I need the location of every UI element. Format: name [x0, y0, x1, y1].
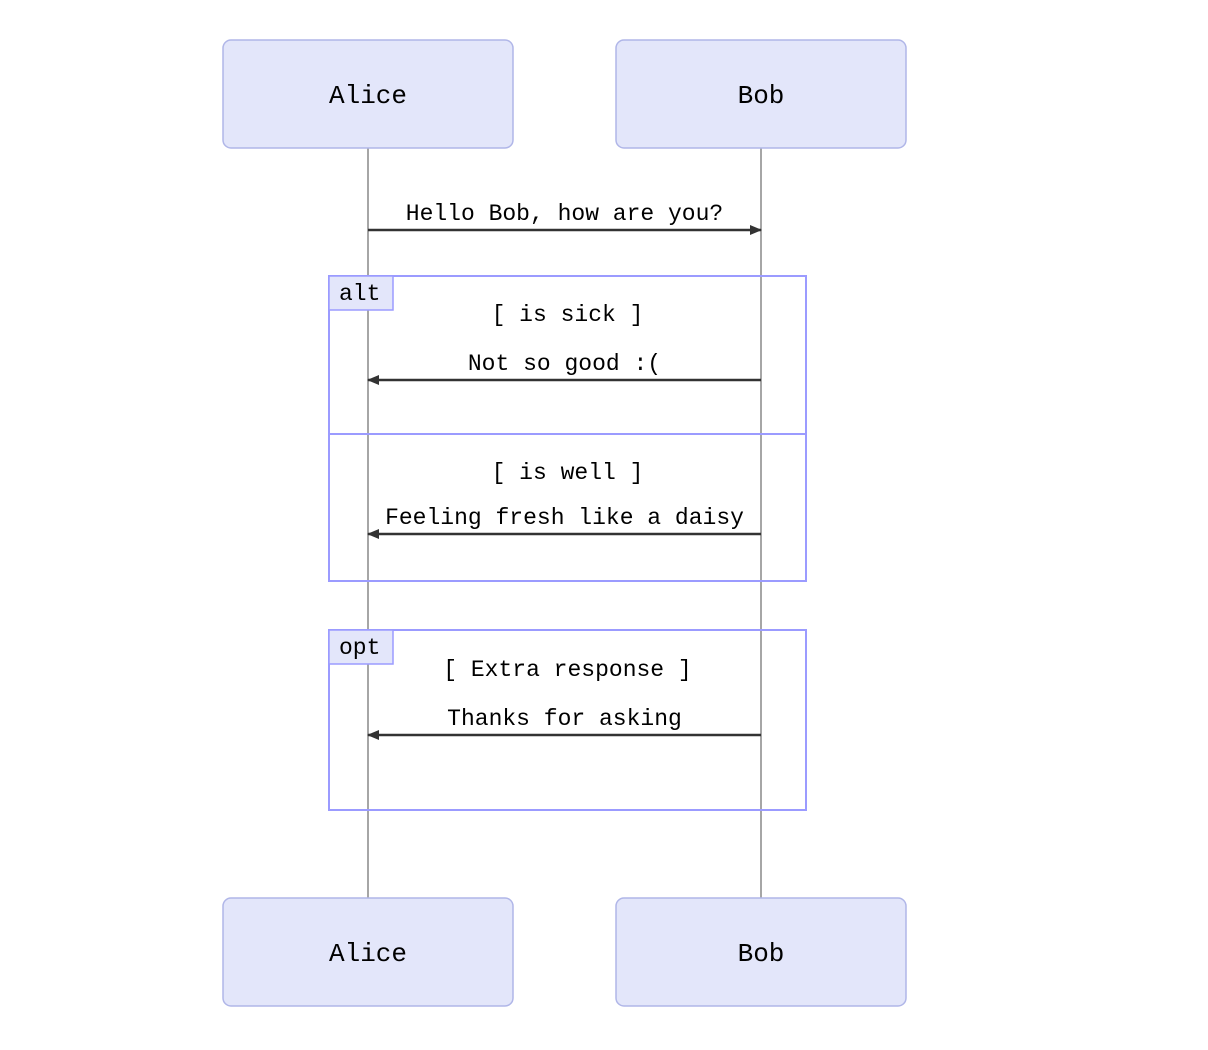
actor-label-bob-top: Bob: [738, 81, 785, 111]
fragment-1-message-0-label: Thanks for asking: [447, 706, 682, 732]
fragment-label-0: alt: [339, 281, 380, 307]
fragment-0-message-1-label: Feeling fresh like a daisy: [385, 505, 744, 531]
actor-label-alice-bottom: Alice: [329, 939, 407, 969]
sequence-diagram: Alice Bob Alice Bob Hello Bob, how are you? a…: [0, 0, 1208, 1050]
fragment-label-1: opt: [339, 635, 380, 661]
fragment-0-message-0-label: Not so good :(: [468, 351, 661, 377]
message-0-label: Hello Bob, how are you?: [406, 201, 723, 227]
fragment-1-guard-0: [ Extra response ]: [443, 657, 691, 683]
actor-label-alice-top: Alice: [329, 81, 407, 111]
fragment-0-guard-1: [ is well ]: [492, 460, 644, 486]
fragment-0-guard-0: [ is sick ]: [492, 302, 644, 328]
actor-label-bob-bottom: Bob: [738, 939, 785, 969]
